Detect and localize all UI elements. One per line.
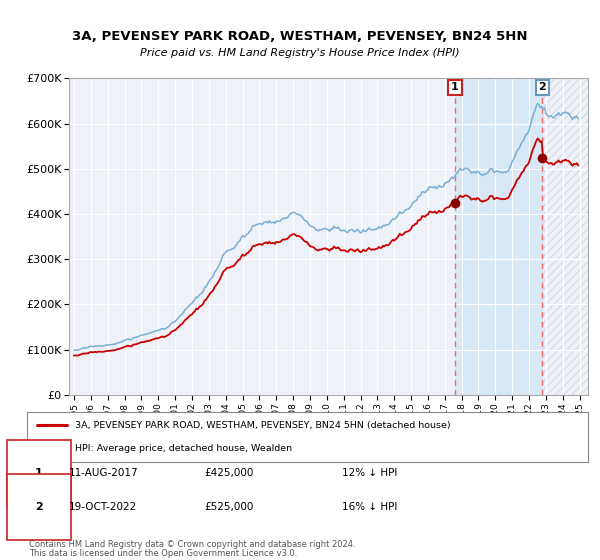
- Text: 1: 1: [35, 468, 43, 478]
- Text: This data is licensed under the Open Government Licence v3.0.: This data is licensed under the Open Gov…: [29, 549, 297, 558]
- Text: 3A, PEVENSEY PARK ROAD, WESTHAM, PEVENSEY, BN24 5HN: 3A, PEVENSEY PARK ROAD, WESTHAM, PEVENSE…: [72, 30, 528, 43]
- Text: £525,000: £525,000: [204, 502, 253, 512]
- Text: 11-AUG-2017: 11-AUG-2017: [69, 468, 139, 478]
- Text: 16% ↓ HPI: 16% ↓ HPI: [342, 502, 397, 512]
- Text: £425,000: £425,000: [204, 468, 253, 478]
- Text: HPI: Average price, detached house, Wealden: HPI: Average price, detached house, Weal…: [74, 444, 292, 453]
- Text: 1: 1: [451, 82, 459, 92]
- Text: Contains HM Land Registry data © Crown copyright and database right 2024.: Contains HM Land Registry data © Crown c…: [29, 540, 355, 549]
- Bar: [542, 78, 588, 395]
- Bar: [455, 78, 542, 395]
- Text: 2: 2: [539, 82, 546, 92]
- Bar: [542, 78, 588, 395]
- Text: 19-OCT-2022: 19-OCT-2022: [69, 502, 137, 512]
- Text: 2: 2: [35, 502, 43, 512]
- Text: Price paid vs. HM Land Registry's House Price Index (HPI): Price paid vs. HM Land Registry's House …: [140, 48, 460, 58]
- Text: 3A, PEVENSEY PARK ROAD, WESTHAM, PEVENSEY, BN24 5HN (detached house): 3A, PEVENSEY PARK ROAD, WESTHAM, PEVENSE…: [74, 421, 451, 430]
- Text: 12% ↓ HPI: 12% ↓ HPI: [342, 468, 397, 478]
